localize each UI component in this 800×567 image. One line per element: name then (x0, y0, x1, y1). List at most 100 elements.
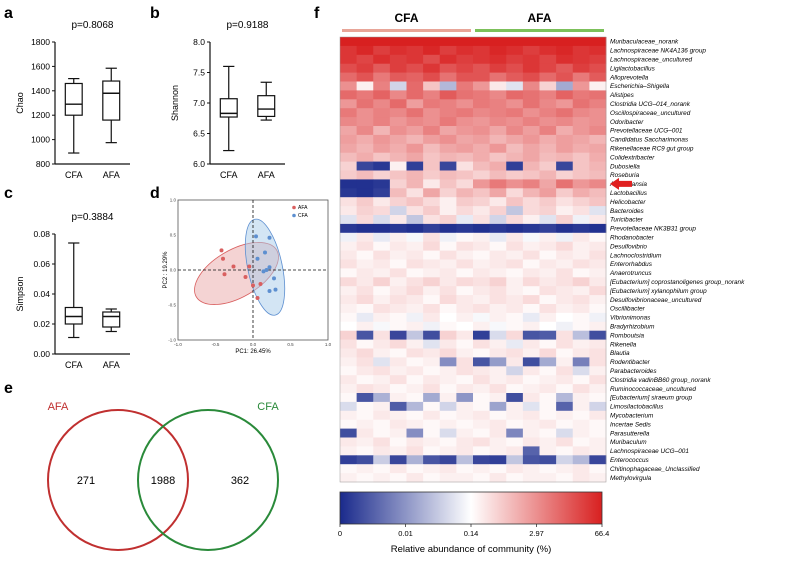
heatmap-cell (373, 295, 391, 305)
heatmap-cell (589, 37, 607, 47)
y-tick-label: 1400 (31, 86, 50, 96)
heatmap-cell (556, 188, 574, 198)
iqr-box (64, 306, 83, 325)
heatmap-cell (389, 37, 407, 47)
heatmap-cell (340, 215, 358, 225)
heatmap-cell (522, 295, 540, 305)
y-tick-label: 1000 (31, 135, 50, 145)
heatmap-cell (439, 188, 457, 198)
heatmap-cell (522, 197, 540, 207)
heatmap-cell (389, 188, 407, 198)
heatmap-cell (506, 250, 524, 260)
heatmap-cell (506, 108, 524, 118)
heatmap-cell (522, 419, 540, 429)
heatmap-cell (522, 117, 540, 127)
y-tick-label: 800 (36, 159, 50, 169)
y-tick-label: 1800 (31, 37, 50, 47)
heatmap-cell (556, 250, 574, 260)
data-point (263, 250, 267, 255)
heatmap-cell (489, 72, 507, 82)
colorbar-tick-label: 0 (338, 529, 342, 538)
heatmap-cell (539, 348, 557, 358)
heatmap-cell (473, 446, 491, 456)
heatmap-cell (406, 188, 424, 198)
heatmap-cell (473, 304, 491, 314)
heatmap-cell (589, 473, 607, 483)
heatmap-cell (340, 117, 358, 127)
heatmap-cell (539, 455, 557, 465)
heatmap-cell (439, 90, 457, 100)
heatmap-cell (406, 54, 424, 65)
heatmap-cell (539, 446, 557, 456)
heatmap-cell (522, 304, 540, 314)
heatmap-cell (556, 339, 574, 349)
heatmap-cell (340, 295, 358, 305)
heatmap-cell (572, 152, 590, 162)
heatmap-cell (340, 54, 358, 65)
heatmap-cell (423, 188, 441, 198)
heatmap-cell (556, 384, 574, 394)
heatmap-cell (522, 428, 540, 438)
heatmap-cell (522, 393, 540, 403)
heatmap-cell (406, 179, 424, 189)
heatmap-cell (506, 321, 524, 332)
heatmap-cell (539, 277, 557, 287)
heatmap-cell (506, 393, 524, 403)
heatmap-cell (389, 277, 407, 287)
heatmap-cell (589, 330, 607, 340)
heatmap-cell (572, 304, 590, 314)
heatmap-cell (539, 232, 557, 243)
heatmap-cell (506, 152, 524, 162)
heatmap-cell (423, 63, 441, 73)
heatmap-cell (389, 357, 407, 367)
heatmap-cell (356, 330, 374, 340)
heatmap-cell (406, 134, 424, 145)
heatmap-cell (522, 72, 540, 82)
heatmap-cell (356, 99, 374, 109)
heatmap-cell (522, 54, 540, 65)
heatmap-cell (489, 348, 507, 358)
heatmap-cell (506, 259, 524, 269)
heatmap-cell (473, 277, 491, 287)
heatmap-cell (356, 117, 374, 127)
heatmap-cell (456, 312, 474, 323)
heatmap-cell (456, 410, 474, 421)
heatmap-cell (456, 446, 474, 456)
heatmap-cell (456, 179, 474, 189)
heatmap-cell (456, 268, 474, 278)
heatmap-cell (373, 99, 391, 109)
heatmap-cell (456, 401, 474, 412)
heatmap-cell (373, 348, 391, 358)
heatmap-cell (522, 232, 540, 243)
group-bar (475, 29, 604, 32)
heatmap-cell (389, 321, 407, 332)
heatmap-cell (439, 81, 457, 91)
heatmap-cell (356, 348, 374, 358)
heatmap-cell (340, 304, 358, 314)
heatmap-cell (389, 170, 407, 180)
row-label: Muribaculum (610, 439, 647, 446)
heatmap-cell (389, 330, 407, 340)
row-label: Alistipes (609, 92, 635, 99)
heatmap-cell (389, 401, 407, 412)
heatmap-cell (406, 348, 424, 358)
heatmap-cell (572, 206, 590, 216)
heatmap-cell (456, 437, 474, 447)
heatmap-cell (389, 419, 407, 429)
heatmap-cell (506, 81, 524, 91)
heatmap-cell (423, 170, 441, 180)
heatmap-cell (456, 286, 474, 296)
heatmap-cell (456, 108, 474, 118)
heatmap-cell (423, 81, 441, 91)
heatmap-cell (506, 188, 524, 198)
heatmap-cell (456, 72, 474, 82)
y-axis-title: PC2 : 19.29% (163, 251, 169, 289)
heatmap-cell (539, 410, 557, 421)
heatmap-cell (589, 90, 607, 100)
heatmap-cell (589, 63, 607, 73)
colorbar-title: Relative abundance of community (%) (391, 544, 552, 555)
heatmap-cell (439, 170, 457, 180)
heatmap-cell (489, 99, 507, 109)
group-label: AFA (528, 11, 552, 25)
heatmap-cell (489, 197, 507, 207)
